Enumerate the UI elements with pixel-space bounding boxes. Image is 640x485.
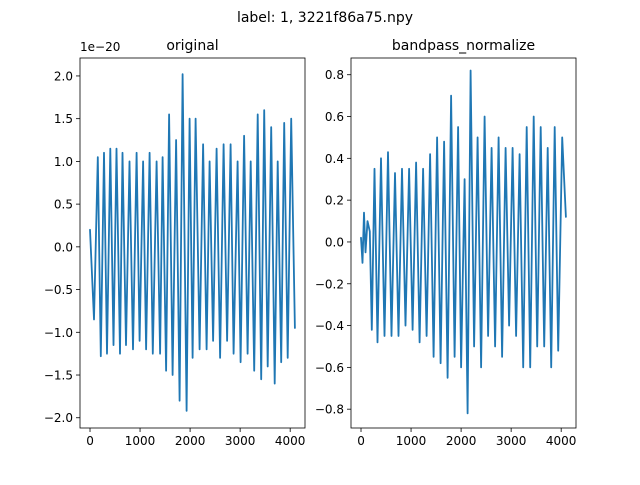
y-tick-label: 0.2: [325, 194, 344, 208]
y-tick-label: 2.0: [54, 69, 73, 83]
x-tick-label: 1000: [125, 434, 156, 448]
y-tick-label: 0.4: [325, 152, 344, 166]
y-tick-label: −1.0: [44, 326, 73, 340]
x-tick-label: 0: [357, 434, 365, 448]
y-tick-label: 1.5: [54, 112, 73, 126]
y-tick-label: 0.0: [325, 235, 344, 249]
x-tick-label: 2000: [175, 434, 206, 448]
y-tick-label: 0.5: [54, 198, 73, 212]
y-tick-label: −0.6: [315, 361, 344, 375]
series-line-0: [89, 73, 296, 412]
y-tick-label: 1.0: [54, 155, 73, 169]
subplot-title-bandpass-normalize: bandpass_normalize: [392, 38, 535, 54]
x-tick-label: 2000: [446, 434, 477, 448]
axes-frame: [350, 57, 577, 429]
y-tick-label: −1.5: [44, 369, 73, 383]
x-tick-label: 3000: [496, 434, 527, 448]
y-offset-label: 1e−20: [80, 40, 120, 54]
y-tick-label: −0.2: [315, 277, 344, 291]
axes-frame: [79, 57, 306, 429]
y-tick-label: 0.8: [325, 68, 344, 82]
y-tick-label: 0.0: [54, 240, 73, 254]
x-tick-label: 4000: [275, 434, 306, 448]
subplot-title-original: original: [166, 38, 218, 54]
subplot-bandpass-normalize: bandpass_normalize 0 1000 2000 3000 4000 −0.8…: [315, 38, 577, 448]
y-tick-label: −2.0: [44, 411, 73, 425]
x-tick-label: 0: [86, 434, 94, 448]
y-tick-label: −0.4: [315, 319, 344, 333]
x-tick-label: 4000: [546, 434, 577, 448]
y-tick-label: −0.8: [315, 403, 344, 417]
subplot-original: original 1e−20 0 1000 2000 3000 4000 −2.0 −1.5…: [44, 38, 306, 448]
x-tick-label: 3000: [225, 434, 256, 448]
y-tick-label: 0.6: [325, 110, 344, 124]
y-tick-label: −0.5: [44, 283, 73, 297]
x-tick-label: 1000: [396, 434, 427, 448]
series-line-0: [360, 69, 567, 415]
figure-suptitle: label: 1, 3221f86a75.npy: [237, 10, 413, 26]
